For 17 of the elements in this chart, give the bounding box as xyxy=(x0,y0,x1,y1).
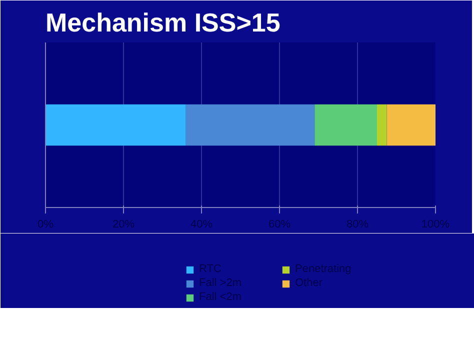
chart-title: Mechanism ISS>15 xyxy=(46,8,280,38)
x-tick-label: 80% xyxy=(346,218,369,230)
bar xyxy=(386,104,436,146)
legend-label: Fall <2m xyxy=(199,291,242,303)
bar xyxy=(377,104,387,146)
legend-label: Fall >2m xyxy=(199,277,242,289)
legend-label: Other xyxy=(295,277,324,289)
bar xyxy=(46,104,186,146)
x-tick-label: 100% xyxy=(421,218,450,230)
bar xyxy=(314,104,377,146)
x-tick-label: 0% xyxy=(38,218,54,230)
bar xyxy=(186,104,315,146)
x-tick-label: 40% xyxy=(190,218,213,230)
x-tick-label: 20% xyxy=(112,218,135,230)
legend-label: Penetrating xyxy=(295,263,352,275)
legend-label: RTC xyxy=(199,263,222,275)
x-tick-label: 60% xyxy=(268,218,291,230)
